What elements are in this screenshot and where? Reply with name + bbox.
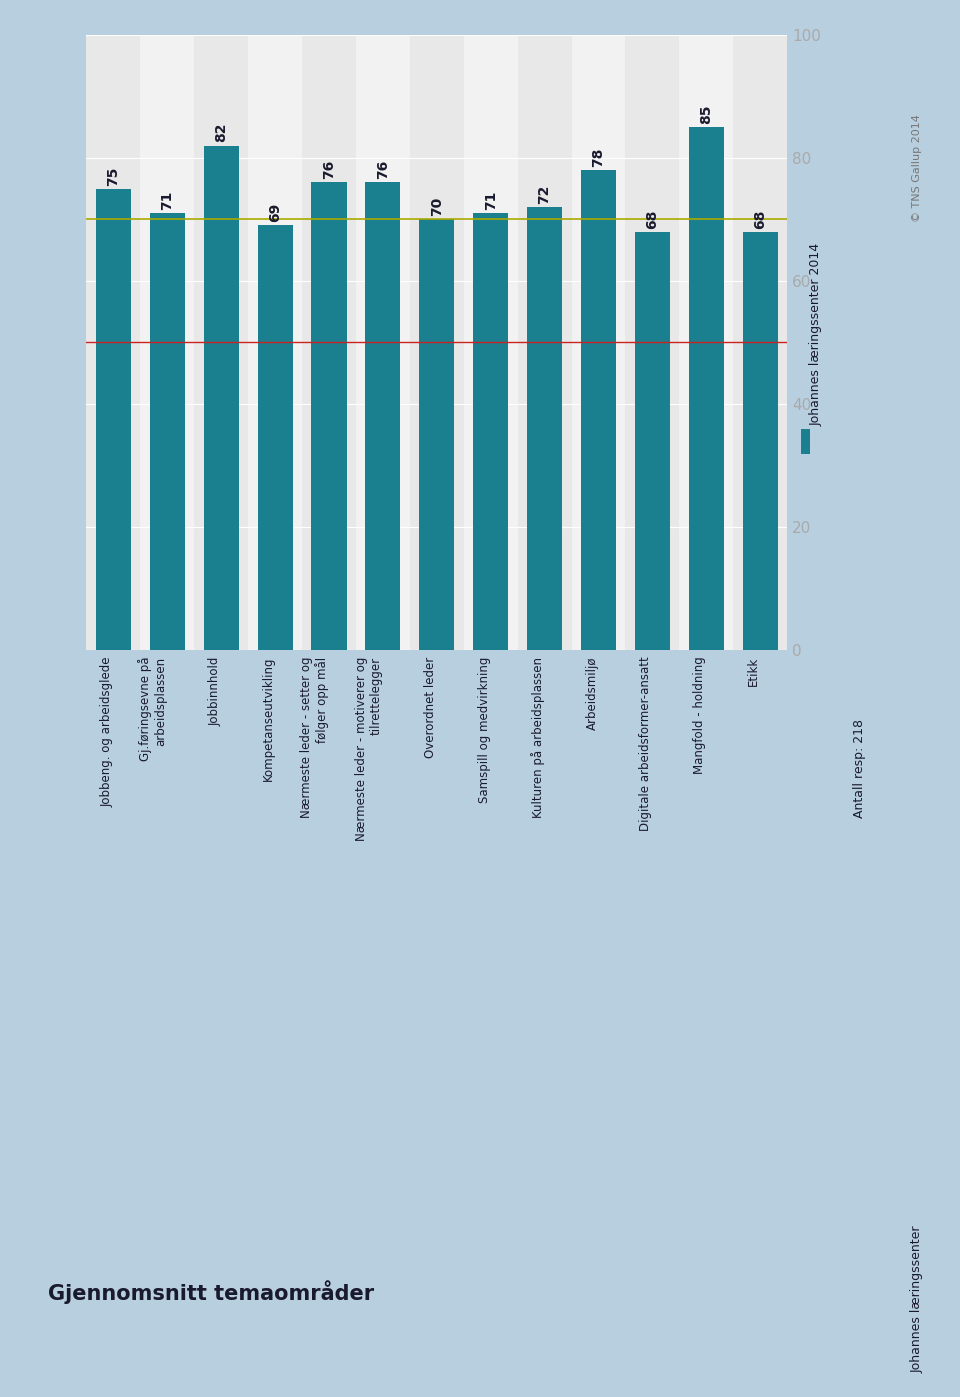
Bar	[257, 225, 293, 650]
Text: 82: 82	[214, 123, 228, 142]
Bar	[420, 219, 454, 650]
Bar	[194, 35, 248, 650]
Text: Gjennomsnitt temaområder: Gjennomsnitt temaområder	[48, 1280, 374, 1305]
Text: 85: 85	[699, 105, 713, 124]
Bar	[248, 35, 302, 650]
Text: Johannes læringssenter: Johannes læringssenter	[910, 1225, 924, 1373]
Text: Jobbinnhold: Jobbinnhold	[208, 657, 221, 726]
Bar	[302, 35, 356, 650]
Text: 68: 68	[754, 210, 767, 229]
Bar	[517, 35, 571, 650]
Text: Nærmeste leder - motiverer og
tilrettelegger: Nærmeste leder - motiverer og tilrettele…	[355, 657, 383, 841]
Text: Digitale arbeidsformer-ansatt: Digitale arbeidsformer-ansatt	[639, 657, 653, 831]
Bar	[311, 183, 347, 650]
Text: Gj.føringsevne på
arbeidsplassen: Gj.føringsevne på arbeidsplassen	[138, 657, 167, 761]
Bar	[743, 232, 778, 650]
Text: Arbeidsmiljø: Arbeidsmiljø	[586, 657, 598, 731]
Text: Kompetanseutvikling: Kompetanseutvikling	[262, 657, 276, 781]
Bar	[96, 189, 131, 650]
Text: Antall resp: 218: Antall resp: 218	[852, 719, 866, 817]
Bar	[571, 35, 626, 650]
Text: Jobbeng. og arbeidsglede: Jobbeng. og arbeidsglede	[101, 657, 113, 807]
Text: Etikk: Etikk	[747, 657, 760, 686]
Text: 71: 71	[484, 191, 497, 210]
Text: 72: 72	[538, 184, 552, 204]
Text: Mangfold - holdning: Mangfold - holdning	[693, 657, 707, 774]
Bar	[733, 35, 787, 650]
Text: © TNS Gallup 2014: © TNS Gallup 2014	[912, 113, 922, 222]
Bar	[680, 35, 733, 650]
Bar	[473, 214, 508, 650]
Bar	[626, 35, 680, 650]
Bar	[204, 145, 239, 650]
Text: Johannes læringssenter 2014: Johannes læringssenter 2014	[809, 243, 823, 426]
Bar	[581, 170, 616, 650]
Text: 76: 76	[322, 161, 336, 179]
Bar	[150, 214, 184, 650]
Bar	[410, 35, 464, 650]
Bar	[527, 207, 563, 650]
Bar	[356, 35, 410, 650]
Text: 69: 69	[268, 203, 282, 222]
Text: 78: 78	[591, 148, 606, 168]
Text: Kulturen på arbeidsplassen: Kulturen på arbeidsplassen	[531, 657, 544, 817]
Bar	[86, 35, 140, 650]
Bar	[635, 232, 670, 650]
Text: Nærmeste leder - setter og
følger opp mål: Nærmeste leder - setter og følger opp må…	[300, 657, 329, 819]
Bar	[140, 35, 194, 650]
Text: 76: 76	[376, 161, 390, 179]
Text: Overordnet leder: Overordnet leder	[423, 657, 437, 757]
Text: Samspill og medvirkning: Samspill og medvirkning	[478, 657, 491, 803]
Text: 71: 71	[160, 191, 175, 210]
Text: 75: 75	[107, 166, 120, 186]
Bar	[366, 183, 400, 650]
Text: 70: 70	[430, 197, 444, 217]
Bar	[689, 127, 724, 650]
Bar	[464, 35, 517, 650]
Text: 68: 68	[645, 210, 660, 229]
